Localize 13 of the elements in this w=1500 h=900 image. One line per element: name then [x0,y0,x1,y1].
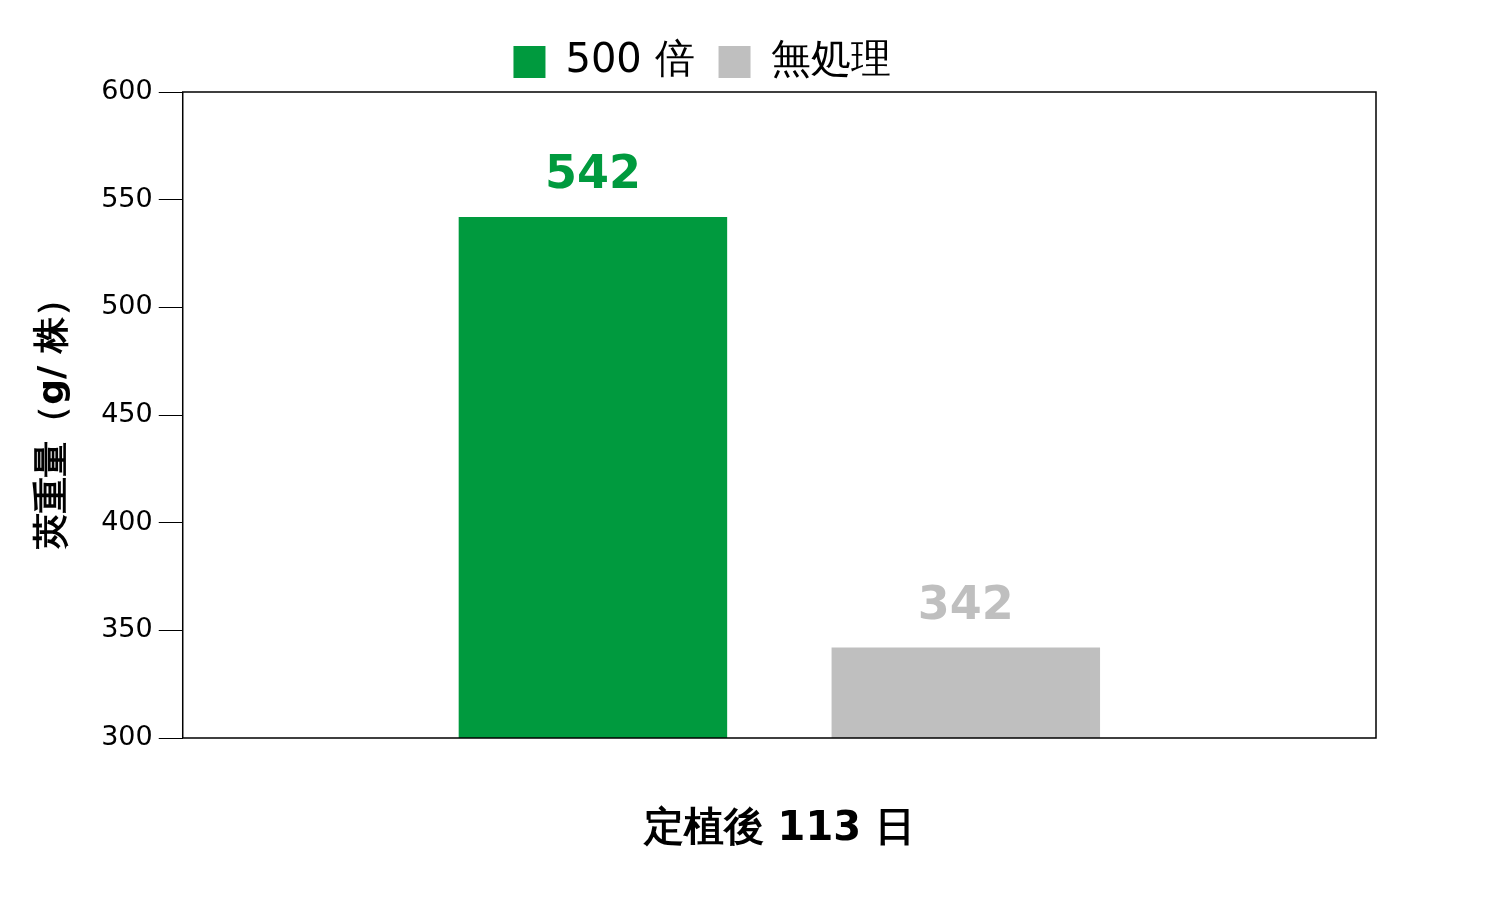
y-tick-label: 350 [101,612,153,644]
y-tick-label: 550 [101,181,153,213]
data-label: 542 [544,144,641,199]
legend-label: 無処理 [770,35,891,82]
y-axis-title: 莢重量（g/ 株） [29,281,71,550]
x-axis-title: 定植後 113 日 [642,803,916,850]
data-label: 342 [917,575,1014,630]
y-tick-label: 450 [101,397,153,429]
legend-label: 500 倍 [565,35,695,82]
y-tick-label: 400 [101,504,153,536]
y-tick-label: 600 [101,74,153,106]
y-tick-label: 500 [101,289,153,321]
y-tick-label: 300 [101,720,153,752]
